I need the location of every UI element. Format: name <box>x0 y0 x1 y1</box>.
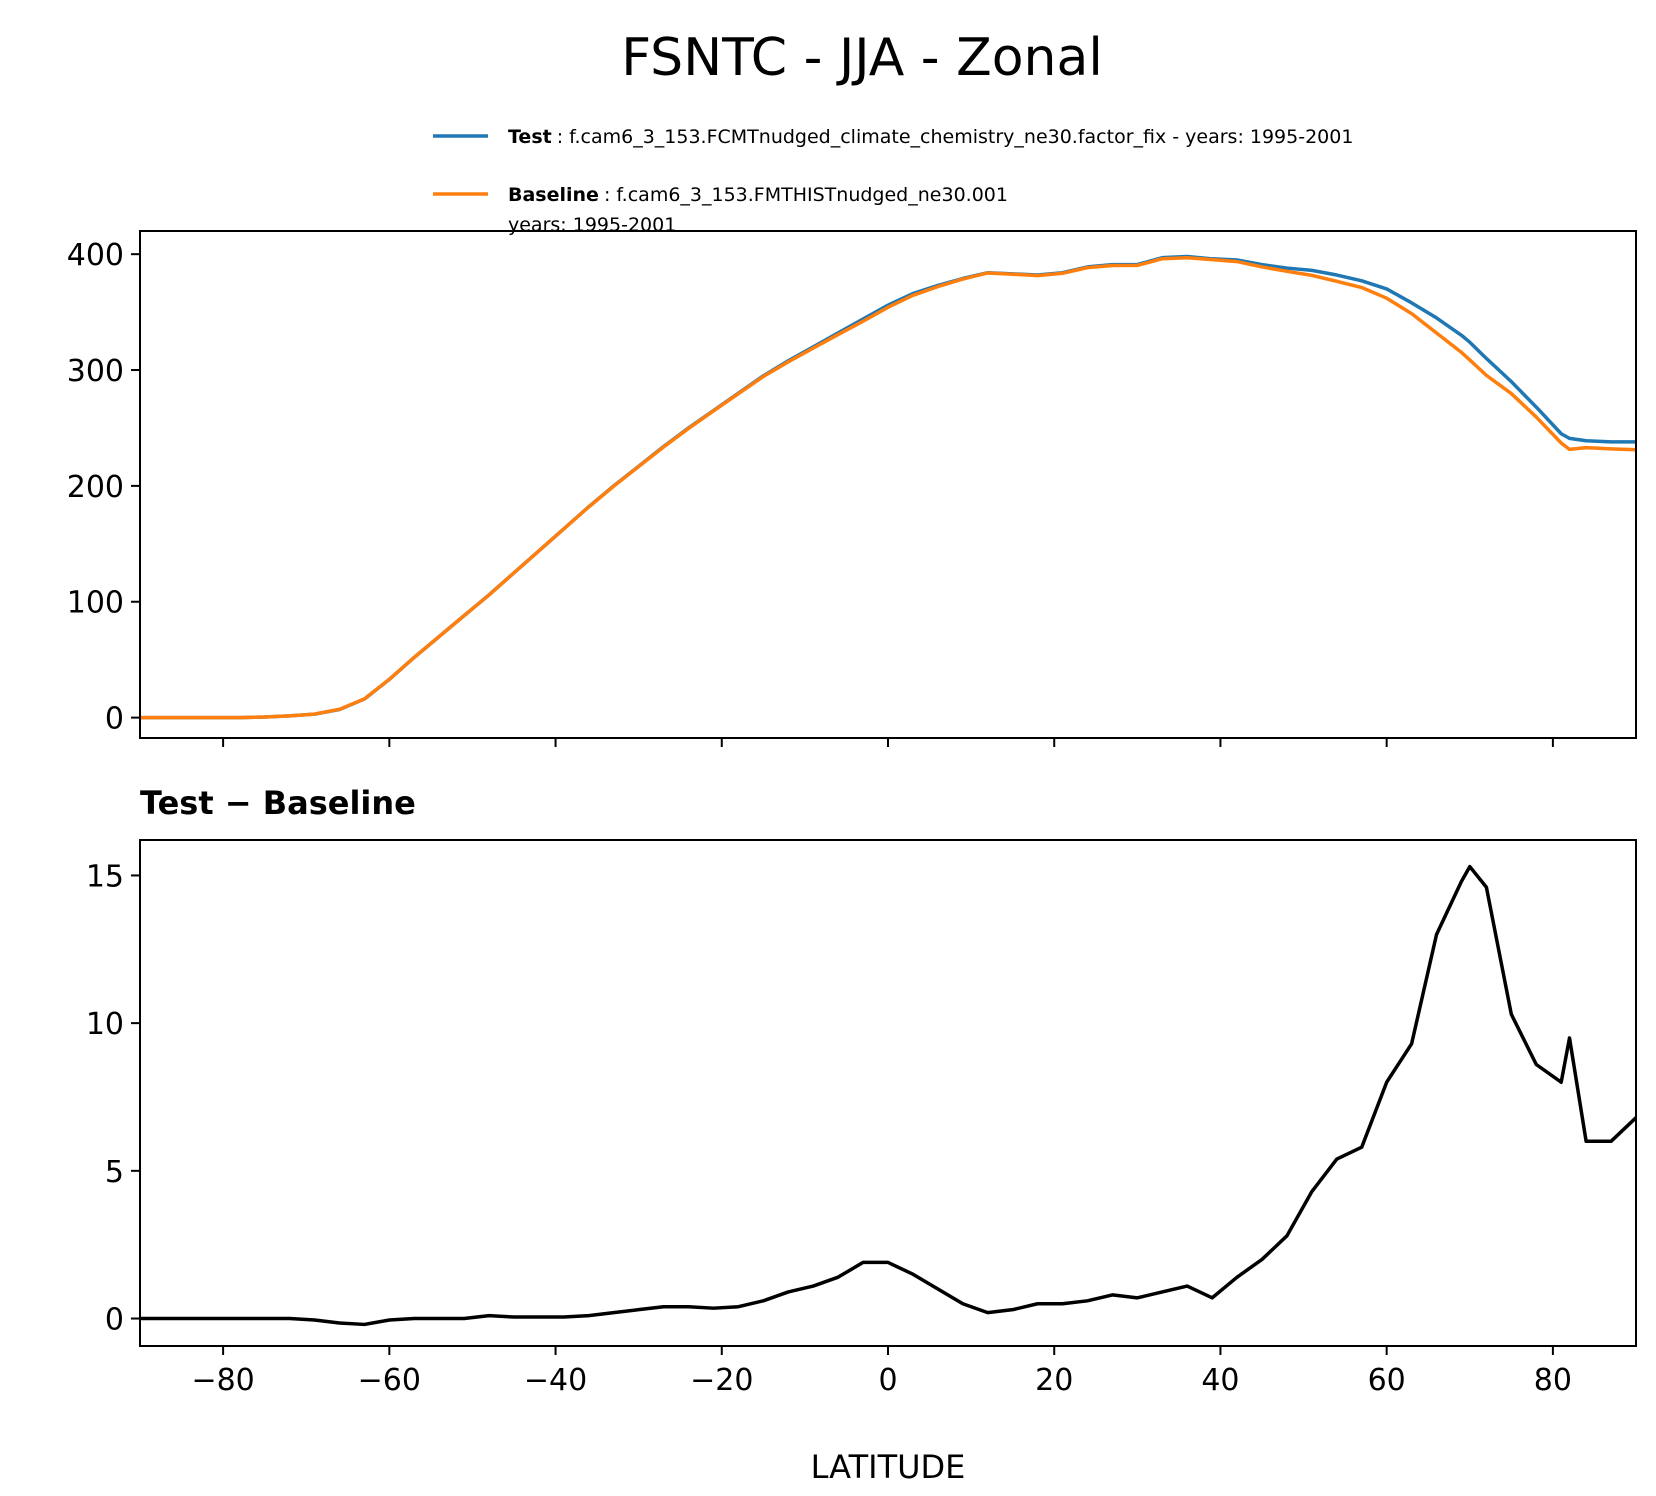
figure-title: FSNTC - JJA - Zonal <box>621 28 1103 88</box>
legend-entry: Test: f.cam6_3_153.FCMTnudged_climate_ch… <box>508 126 1353 148</box>
x-tick-label: 40 <box>1201 1363 1239 1398</box>
axes-title: Test − Baseline <box>140 784 416 822</box>
y-tick-label: 10 <box>86 1007 124 1042</box>
y-tick-label: 0 <box>105 702 124 737</box>
axes-frame <box>139 839 1637 1347</box>
series-line <box>140 256 1636 720</box>
x-tick-label: −40 <box>524 1363 587 1398</box>
axes-frame <box>139 230 1637 739</box>
x-axis-label: LATITUDE <box>811 1448 966 1486</box>
legend-name: Test <box>508 126 552 148</box>
y-tick-label: 100 <box>67 586 124 621</box>
y-tick-label: 400 <box>67 238 124 273</box>
x-tick-label: −80 <box>191 1363 254 1398</box>
y-tick-label: 0 <box>105 1303 124 1338</box>
x-tick-label: 80 <box>1534 1363 1572 1398</box>
legend-detail: : f.cam6_3_153.FMTHISTnudged_ne30.001 <box>604 184 1008 206</box>
legend-entry: Baseline: f.cam6_3_153.FMTHISTnudged_ne3… <box>508 184 1008 206</box>
x-tick-label: 20 <box>1035 1363 1073 1398</box>
x-tick-label: 60 <box>1368 1363 1406 1398</box>
series-line <box>140 254 1636 720</box>
x-tick-label: −60 <box>358 1363 421 1398</box>
legend-detail: years: 1995-2001 <box>508 214 676 236</box>
legend-detail: : f.cam6_3_153.FCMTnudged_climate_chemis… <box>557 126 1354 148</box>
y-tick-label: 200 <box>67 470 124 505</box>
x-tick-label: 0 <box>878 1363 897 1398</box>
legend-name: Baseline <box>508 184 599 206</box>
difference-line <box>140 864 1636 1327</box>
y-tick-label: 15 <box>86 859 124 894</box>
y-tick-label: 5 <box>105 1155 124 1190</box>
y-tick-label: 300 <box>67 354 124 389</box>
x-tick-label: −20 <box>690 1363 753 1398</box>
